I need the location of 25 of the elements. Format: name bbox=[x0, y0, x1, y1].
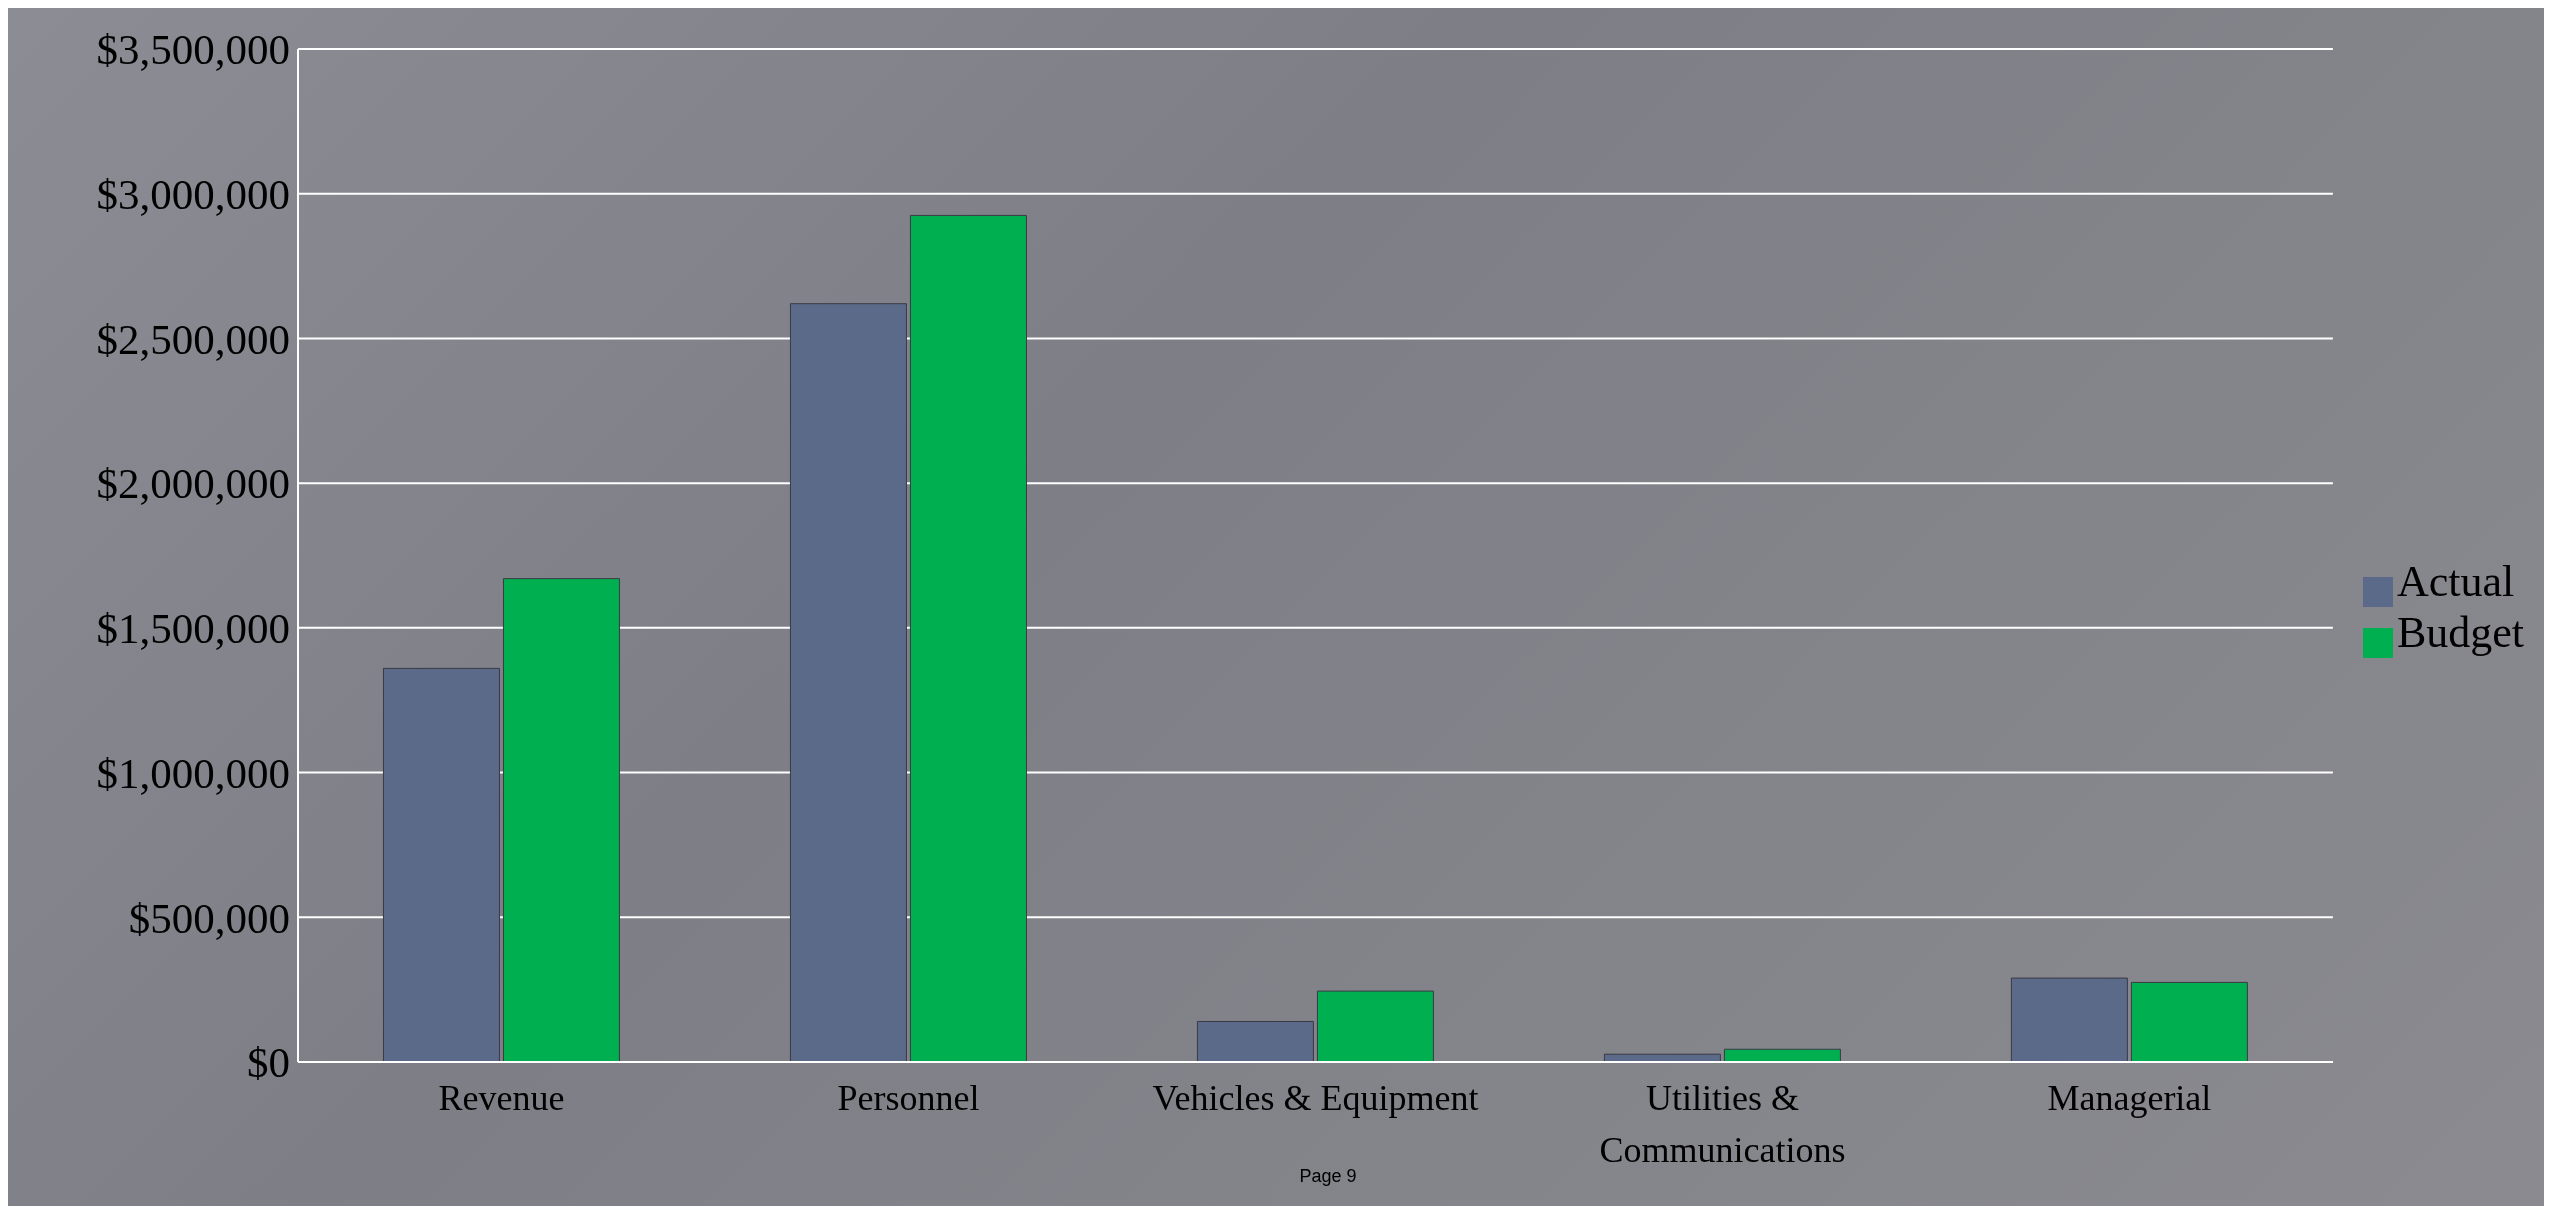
bar bbox=[909, 214, 1027, 1062]
bar bbox=[2130, 981, 2248, 1062]
x-tick-label: Personnel bbox=[837, 1078, 980, 1118]
bar bbox=[1316, 990, 1434, 1062]
legend-label: Actual bbox=[2396, 556, 2515, 606]
bar bbox=[502, 578, 620, 1062]
y-tick-label: $1,000,000 bbox=[96, 749, 290, 797]
x-tick-label: Managerial bbox=[2047, 1078, 2212, 1118]
legend-label: Budget bbox=[2396, 608, 2524, 657]
bar bbox=[789, 303, 907, 1062]
text: Page 9 bbox=[1298, 1166, 1358, 1187]
x-tick-label: Utilities & Communications bbox=[1599, 1078, 1846, 1170]
bar bbox=[1196, 1020, 1314, 1062]
bar bbox=[1723, 1048, 1841, 1062]
bar bbox=[382, 667, 500, 1062]
y-tick-label: $3,500,000 bbox=[96, 26, 290, 74]
x-tick-label: Vehicles & Equipment bbox=[1152, 1078, 1479, 1118]
y-tick-label: $2,000,000 bbox=[96, 460, 290, 508]
y-tick-label: $0 bbox=[247, 1039, 290, 1087]
y-tick-label: $3,000,000 bbox=[96, 170, 290, 218]
y-tick-label: $500,000 bbox=[128, 894, 290, 942]
y-tick-label: $2,500,000 bbox=[96, 315, 290, 363]
x-tick-label: Revenue bbox=[438, 1078, 565, 1118]
y-tick-label: $1,500,000 bbox=[96, 605, 290, 653]
bar bbox=[2010, 977, 2128, 1062]
